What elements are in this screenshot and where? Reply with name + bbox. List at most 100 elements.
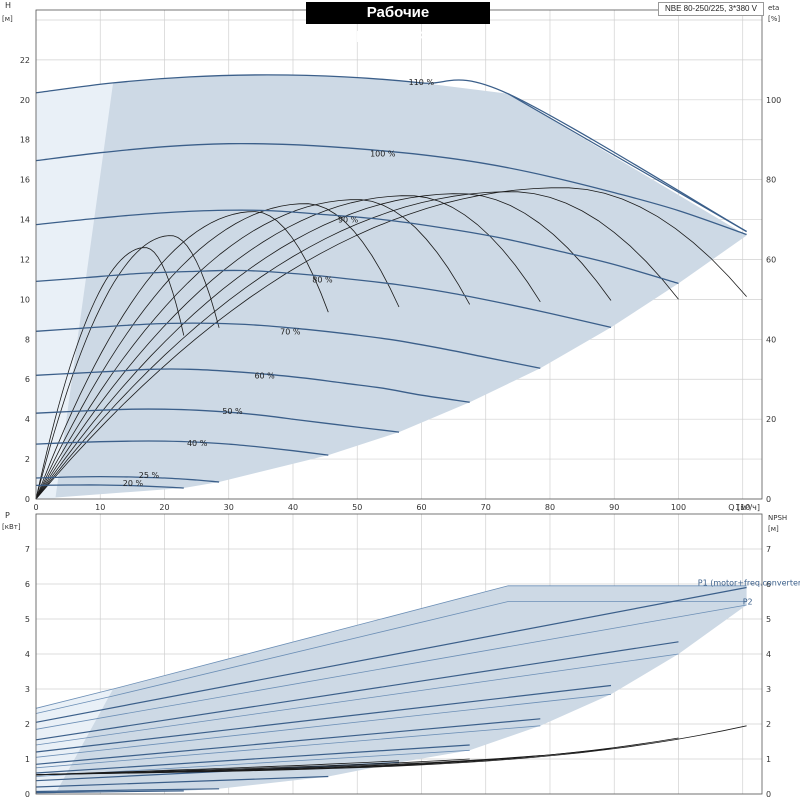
npsh-curve (35, 760, 400, 776)
power-curve (35, 788, 220, 793)
power-curve (35, 601, 747, 714)
efficiency-curve (35, 195, 541, 500)
speed-curve (35, 322, 541, 369)
efficiency-curve (35, 199, 471, 500)
x-tick-label: 20 (159, 503, 169, 512)
p-tick-label: 5 (25, 615, 30, 624)
power-curve (35, 725, 541, 769)
low-flow-area (36, 82, 114, 500)
speed-curve (35, 408, 400, 433)
speed-curve (35, 440, 329, 456)
y2-tick-label: 100 (766, 96, 781, 105)
power-area (36, 585, 747, 793)
speed-curve (35, 368, 470, 403)
x-tick-label: 0 (33, 503, 38, 512)
speed-label: 70 % (280, 327, 301, 336)
efficiency-curves (35, 187, 747, 500)
y-tick-label: 22 (20, 56, 30, 65)
y-tick-label: 12 (20, 255, 30, 264)
efficiency-curve (35, 191, 679, 500)
y2-tick-label: 0 (766, 495, 771, 504)
x-tick-label: 50 (352, 503, 362, 512)
y2-axis-label: eta (768, 4, 779, 12)
x-tick-label: 10 (95, 503, 105, 512)
power-curve (35, 641, 679, 741)
power-curves (35, 585, 747, 794)
p-axis-label: P (5, 511, 10, 520)
power-axes: 0 1 2 3 4 5 6 7 0 1 2 3 4 5 6 7 P [кВт] NPSH [м] (2, 511, 787, 799)
npsh-tick-label: 5 (766, 615, 771, 624)
speed-label: 50 % (222, 407, 243, 416)
x-tick-label: 90 (609, 503, 619, 512)
y-tick-label: 4 (25, 415, 30, 424)
npsh-tick-label: 2 (766, 720, 771, 729)
y2-tick-label: 20 (766, 415, 776, 424)
max-power-edge (507, 93, 747, 233)
power-curve (35, 604, 747, 730)
speed-label: 40 % (187, 439, 208, 448)
p-axis-unit: [кВт] (2, 523, 21, 531)
power-curve (35, 775, 329, 788)
x-tick-label: 30 (224, 503, 234, 512)
power-curve (35, 586, 747, 723)
x-tick-label: 40 (288, 503, 298, 512)
efficiency-curve (35, 203, 400, 500)
p-tick-label: 0 (25, 790, 30, 799)
speed-curves: 110 % 100 % 90 % 80 % 70 % 60 % 50 % 40 % 25 %20… (35, 74, 747, 489)
x-tick-label: 60 (416, 503, 426, 512)
efficiency-curve (35, 247, 185, 500)
legend-p2: P2 (743, 598, 753, 607)
speed-label: 25 % (139, 471, 160, 480)
npsh-axis-label: NPSH (768, 514, 787, 522)
x-tick-label: 110 (735, 503, 750, 512)
speed-curve (35, 475, 220, 483)
power-curve (35, 744, 470, 774)
speed-label: 80 % (312, 275, 333, 284)
y-tick-label: 8 (25, 335, 30, 344)
speed-label: 20 % (123, 479, 144, 488)
power-curve (35, 684, 612, 753)
head-axes: 0 10 20 30 40 50 60 70 80 90 100 110 0 2 4 6 8 10 12 14 16 18… (2, 1, 781, 512)
y2-tick-label: 80 (766, 176, 776, 185)
efficiency-curve (35, 193, 612, 500)
y-tick-label: 18 (20, 136, 30, 145)
efficiency-curve (35, 211, 329, 500)
power-low-flow-area (36, 689, 114, 794)
model-label: NBE 80-250/225, 3*380 V (658, 2, 764, 16)
npsh-tick-label: 6 (766, 580, 771, 589)
y-axis-label: H (5, 1, 11, 10)
x-tick-label: 70 (481, 503, 491, 512)
speed-label: 110 % (409, 78, 435, 87)
npsh-tick-label: 7 (766, 545, 771, 554)
npsh-tick-label: 1 (766, 755, 771, 764)
speed-label: 60 % (254, 371, 275, 380)
chart-title: Рабочие характеристики (306, 2, 490, 43)
power-frame (35, 513, 763, 795)
x-tick-label: 100 (671, 503, 686, 512)
npsh-axis-unit: [м] (768, 525, 779, 533)
npsh-tick-label: 3 (766, 685, 771, 694)
y2-axis-unit: [%] (768, 15, 780, 23)
head-chart: 110 %100 %90 %80 %70 %60 %50 %40 %25 %20… (2, 1, 781, 512)
y-tick-label: 10 (20, 295, 30, 304)
speed-curve (35, 484, 184, 489)
speed-curve (35, 209, 679, 285)
p-tick-label: 1 (25, 755, 30, 764)
p-tick-label: 4 (25, 650, 30, 659)
speed-curve (35, 74, 747, 233)
p-tick-label: 6 (25, 580, 30, 589)
p-tick-label: 2 (25, 720, 30, 729)
y-tick-label: 14 (20, 216, 30, 225)
y-tick-label: 6 (25, 375, 30, 384)
power-curve (35, 718, 541, 765)
npsh-tick-label: 0 (766, 790, 771, 799)
npsh-tick-label: 4 (766, 650, 771, 659)
p-tick-label: 7 (25, 545, 30, 554)
y-tick-label: 16 (20, 176, 30, 185)
y-axis-unit: [м] (2, 15, 13, 23)
npsh-curves (35, 725, 747, 776)
efficiency-curve (35, 235, 220, 500)
speed-label: 90 % (338, 216, 359, 225)
